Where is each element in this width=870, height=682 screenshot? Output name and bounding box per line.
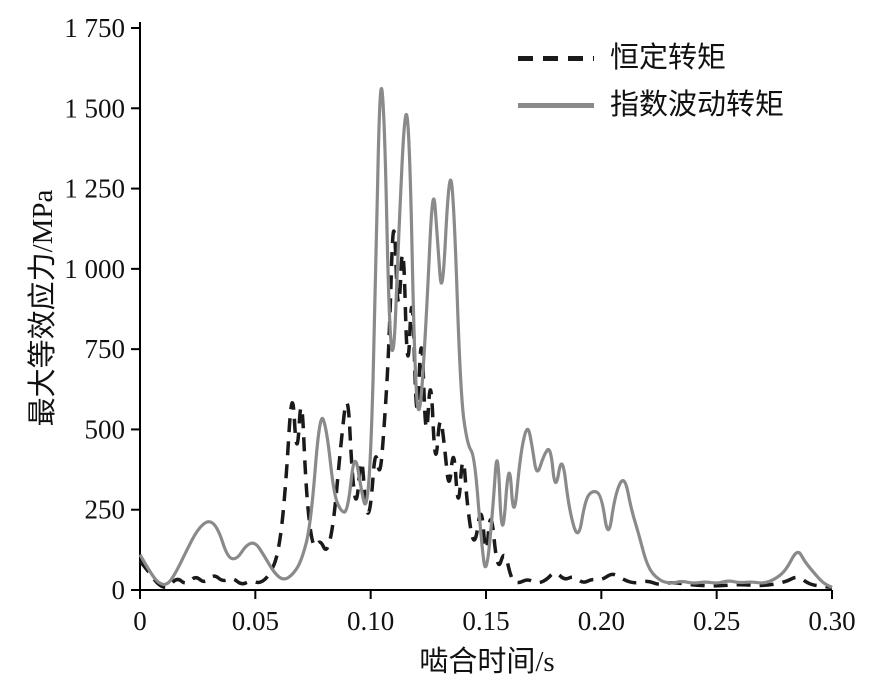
x-tick-label: 0.25 bbox=[693, 606, 740, 636]
solid-line-swatch bbox=[518, 103, 594, 108]
x-axis-title: 啮合时间/s bbox=[419, 646, 555, 678]
dashed-line-swatch bbox=[518, 56, 594, 61]
legend-label: 指数波动转矩 bbox=[610, 89, 785, 121]
y-tick-label: 250 bbox=[85, 495, 126, 525]
legend-label: 恒定转矩 bbox=[610, 42, 727, 74]
legend-item-constant-torque: 恒定转矩 bbox=[518, 44, 784, 73]
y-tick-label: 0 bbox=[112, 575, 126, 605]
y-tick-label: 750 bbox=[85, 334, 126, 364]
y-tick-label: 1 500 bbox=[64, 93, 125, 123]
y-tick-label: 1 250 bbox=[64, 174, 125, 204]
x-tick-label: 0.20 bbox=[578, 606, 625, 636]
y-tick-label: 1 750 bbox=[64, 13, 125, 43]
x-tick-label: 0.05 bbox=[232, 606, 279, 636]
series-line-0 bbox=[138, 229, 833, 590]
x-tick-label: 0.10 bbox=[347, 606, 394, 636]
series-line-1 bbox=[138, 86, 833, 589]
x-tick-label: 0.30 bbox=[808, 606, 855, 636]
y-tick-label: 1 000 bbox=[64, 254, 125, 284]
x-tick-label: 0 bbox=[133, 606, 147, 636]
y-tick-label: 500 bbox=[85, 414, 126, 444]
legend-item-exponential-torque: 指数波动转矩 bbox=[518, 91, 784, 120]
legend: 恒定转矩 指数波动转矩 bbox=[518, 44, 784, 120]
x-tick-label: 0.15 bbox=[462, 606, 509, 636]
y-axis-title: 最大等效应力/MPa bbox=[27, 189, 59, 427]
